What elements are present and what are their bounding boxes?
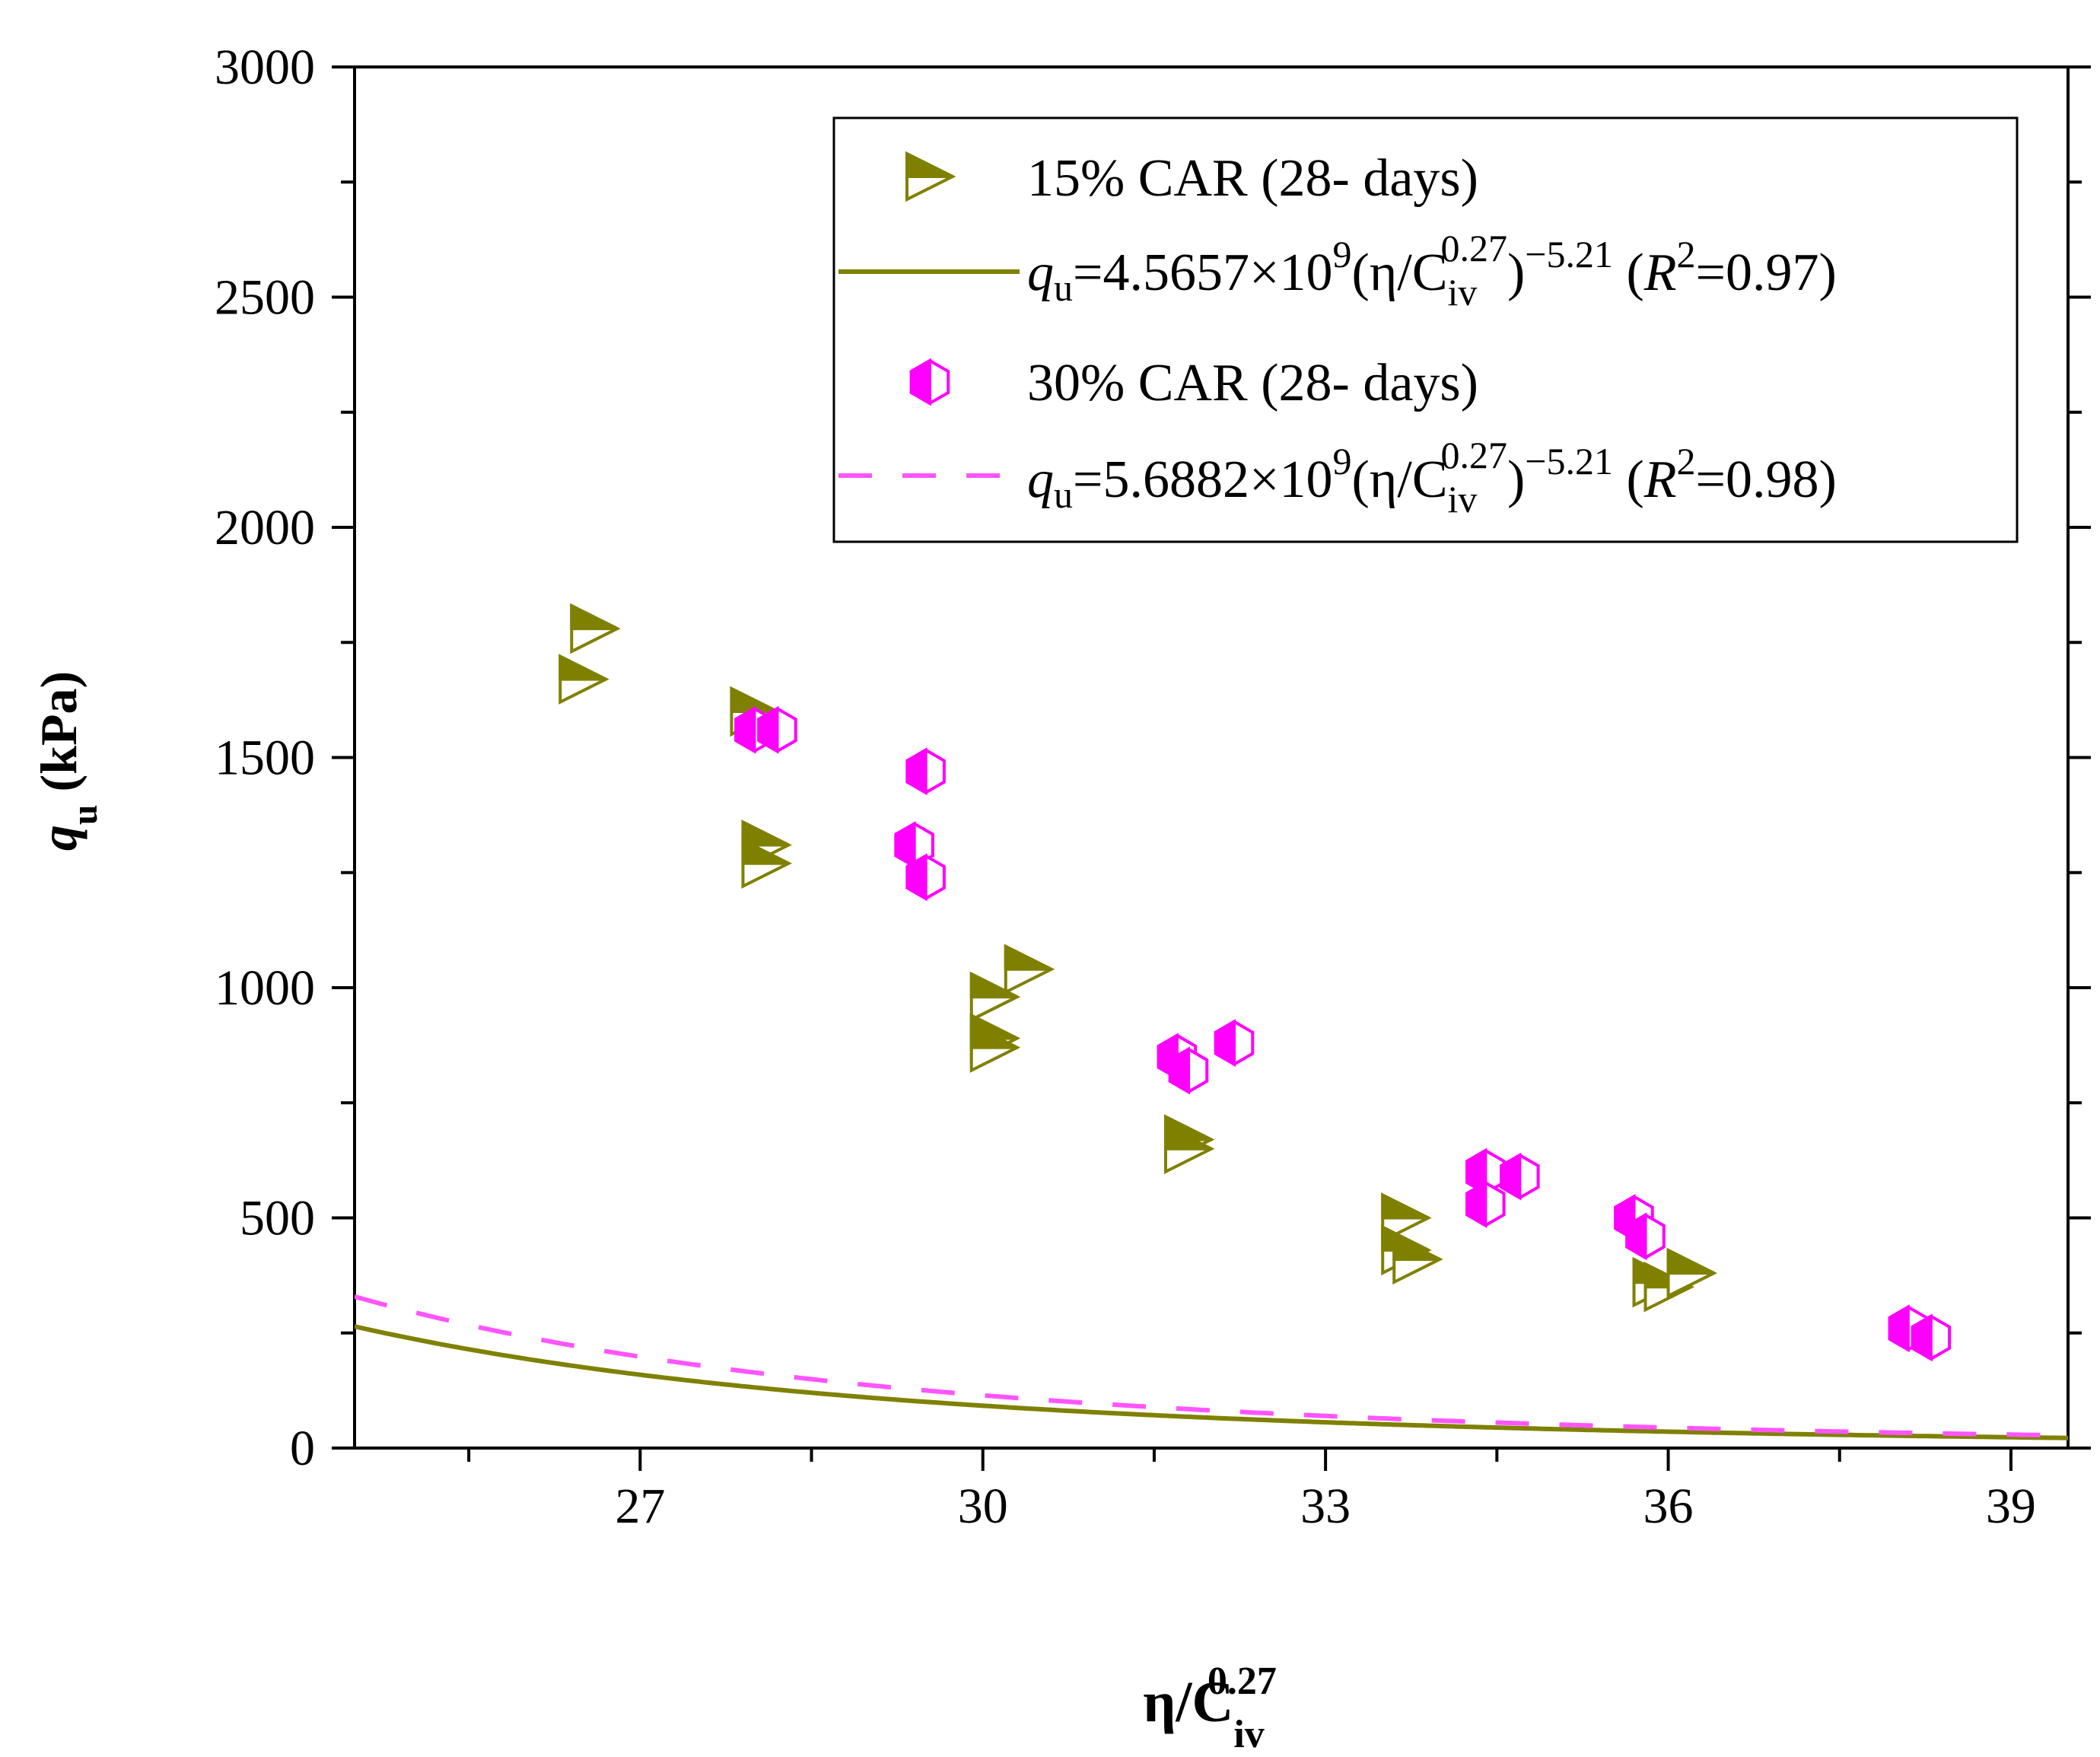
legend-marker-hexagon-icon <box>909 358 950 406</box>
data-point-series-2 <box>1465 1179 1506 1228</box>
x-tick-label: 30 <box>958 1478 1008 1534</box>
data-point-series-1 <box>558 654 609 705</box>
data-point-series-1 <box>741 838 792 889</box>
data-point-series-2 <box>1500 1152 1540 1201</box>
x-tick-label: 33 <box>1300 1478 1351 1534</box>
fit-curves <box>355 1294 2068 1440</box>
axis-ticks: 27 30 33 36 39 0 500 1000 1500 2000 2500 3000 <box>215 40 2091 1534</box>
x-tick-label: 39 <box>1986 1478 2036 1534</box>
x-tick-label: 27 <box>615 1478 665 1534</box>
legend-label-15-car: 15% CAR (28- days) <box>1027 149 1478 208</box>
data-point-series-2 <box>757 705 797 754</box>
legend-label-fit-30-car: qu=5.6882×109(η/Civ0.27)−5.21 (R2=0.98) <box>1027 434 1837 520</box>
legend-item-fit-30-car: qu=5.6882×109(η/Civ0.27)−5.21 (R2=0.98) <box>838 434 1837 520</box>
legend-label-fit-15-car: qu=4.5657×109(η/Civ0.27)−5.21 (R2=0.97) <box>1027 227 1837 314</box>
data-points <box>558 603 1952 1362</box>
data-point-series-2 <box>1465 1147 1506 1196</box>
y-tick-label: 1500 <box>215 730 315 786</box>
data-point-series-1 <box>1163 1123 1215 1174</box>
data-point-series-2 <box>1168 1046 1209 1095</box>
fit-curve-1 <box>355 1324 2068 1440</box>
x-tick-label: 36 <box>1643 1478 1694 1534</box>
data-point-series-2 <box>905 747 946 796</box>
legend: 15% CAR (28- days) qu=4.5657×109(η/Civ0.… <box>832 116 2019 543</box>
legend-label-30-car: 30% CAR (28- days) <box>1027 354 1478 412</box>
legend-item-fit-15-car: qu=4.5657×109(η/Civ0.27)−5.21 (R2=0.97) <box>838 227 1837 314</box>
y-tick-label: 1000 <box>215 960 315 1016</box>
y-axis-label: qu (kPa) <box>30 671 105 851</box>
data-point-series-1 <box>1004 944 1055 995</box>
data-point-series-2 <box>905 853 946 902</box>
legend-box <box>832 116 2019 543</box>
y-tick-label: 2500 <box>215 270 315 326</box>
y-tick-label: 3000 <box>215 40 315 95</box>
y-tick-label: 0 <box>290 1421 315 1476</box>
y-tick-label: 2000 <box>215 500 315 555</box>
data-point-series-1 <box>969 1022 1021 1073</box>
data-point-series-2 <box>1214 1019 1255 1068</box>
legend-item-15-car: 15% CAR (28- days) <box>905 149 1478 208</box>
legend-item-30-car: 30% CAR (28- days) <box>909 354 1478 412</box>
data-point-series-1 <box>1392 1233 1443 1285</box>
data-point-series-1 <box>570 603 621 654</box>
data-point-series-1 <box>1381 1192 1432 1243</box>
data-point-series-1 <box>1666 1247 1718 1299</box>
data-point-series-2 <box>1911 1313 1952 1362</box>
y-tick-label: 500 <box>240 1191 315 1246</box>
legend-marker-triangle-icon <box>905 151 956 202</box>
fit-curve-2 <box>355 1294 2068 1438</box>
x-axis-label: η/Civ0.27 <box>1143 1660 1277 1756</box>
data-point-series-2 <box>1625 1212 1666 1261</box>
